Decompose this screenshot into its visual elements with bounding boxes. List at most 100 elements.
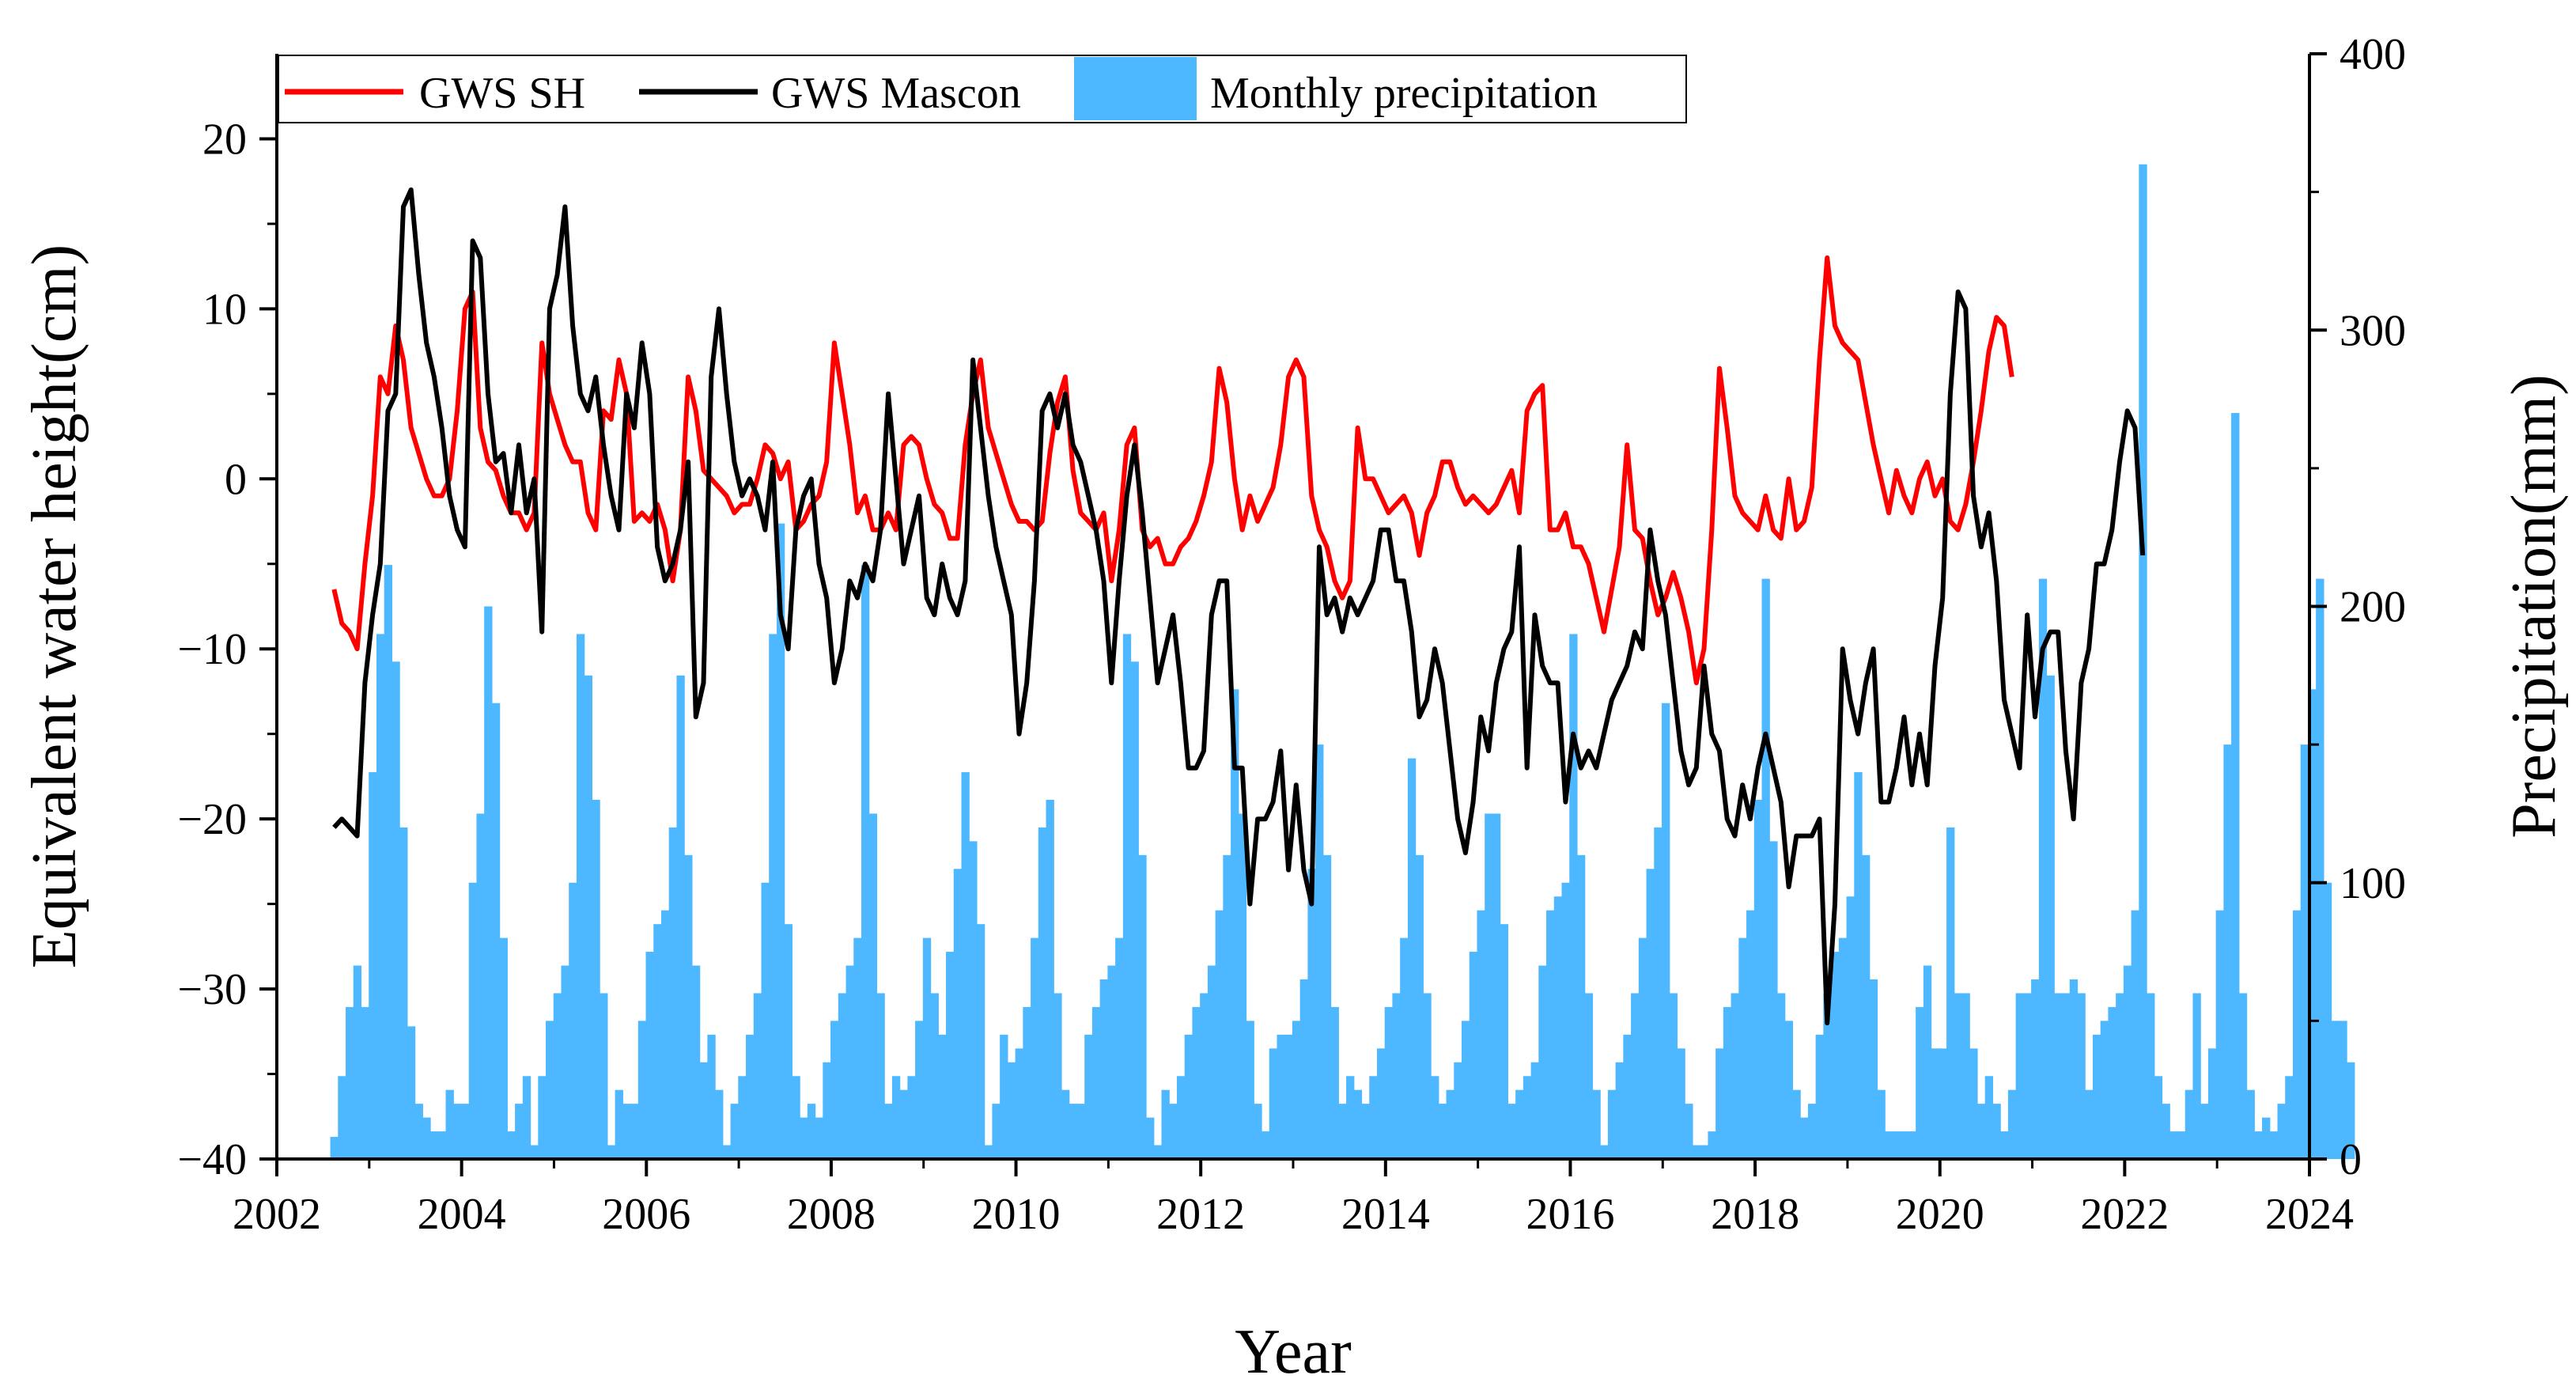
precip-bar	[1515, 1089, 1524, 1159]
precip-bar	[1776, 993, 1786, 1159]
precip-bar	[468, 882, 478, 1159]
y-left-tick-label: −40	[177, 1135, 247, 1184]
precip-bar	[1908, 1131, 1916, 1159]
y-right-tick-label: 0	[2340, 1135, 2362, 1184]
precip-bar	[1576, 854, 1586, 1159]
precip-bar	[984, 1145, 993, 1159]
precip-bar	[2116, 993, 2124, 1159]
y-right-tick-label: 100	[2340, 859, 2406, 908]
precip-bar	[1969, 1048, 1978, 1159]
precip-bar	[1015, 1048, 1023, 1159]
precip-bar	[868, 813, 878, 1159]
precip-bar	[1346, 1076, 1355, 1159]
precip-bar	[876, 993, 885, 1159]
precip-bar	[2238, 993, 2248, 1159]
precip-bar	[653, 924, 662, 1159]
precip-bar	[884, 1104, 893, 1159]
precip-bar	[338, 1076, 346, 1159]
precip-bar	[1462, 1021, 1470, 1160]
precip-bar	[1792, 1089, 1801, 1159]
precip-bar	[715, 1089, 724, 1159]
precip-bar	[515, 1104, 524, 1159]
precip-bar	[1376, 1048, 1386, 1159]
precip-bar	[1885, 1131, 1893, 1159]
precip-bar	[815, 1117, 823, 1159]
precip-bar	[2092, 1034, 2101, 1159]
precip-bar	[1262, 1131, 1270, 1159]
precip-bar	[769, 634, 777, 1159]
precip-bar	[1107, 965, 1116, 1159]
precip-bar	[1584, 993, 1594, 1159]
precip-bar	[1153, 1145, 1163, 1159]
precip-bar	[1423, 993, 1432, 1159]
precip-bar	[930, 993, 939, 1159]
precip-bar	[2200, 1104, 2209, 1159]
precip-bar	[823, 1062, 831, 1159]
precip-bar	[2147, 993, 2155, 1159]
precip-bar	[1415, 854, 1424, 1159]
precip-bar	[1569, 634, 1578, 1159]
precip-bar	[1192, 1006, 1201, 1159]
precip-bar	[2154, 1076, 2163, 1159]
precip-bar	[1831, 952, 1840, 1159]
precip-bar	[460, 1104, 470, 1159]
precip-bar	[2339, 1021, 2347, 1160]
precip-bar	[1530, 1062, 1539, 1159]
precip-bar	[684, 854, 693, 1159]
precip-bar	[1000, 1034, 1008, 1159]
x-tick-label: 2018	[1711, 1190, 1799, 1239]
precip-bar	[1753, 799, 1763, 1159]
precip-bar	[1284, 1034, 1293, 1159]
precip-bar	[1384, 1006, 1394, 1159]
precip-bar	[1823, 993, 1832, 1159]
precip-bar	[761, 882, 770, 1159]
precip-bar	[1031, 937, 1039, 1159]
precip-bar	[1400, 937, 1409, 1159]
precip-bar	[1215, 910, 1224, 1159]
precip-bar	[668, 827, 678, 1159]
precip-bar	[1992, 1104, 2001, 1159]
precip-bar	[1076, 1104, 1085, 1159]
precip-bar	[1115, 937, 1124, 1159]
precip-bar	[491, 703, 501, 1159]
precip-bar	[615, 1089, 623, 1159]
precip-bar	[430, 1131, 439, 1159]
x-tick-label: 2006	[602, 1190, 690, 1239]
precip-bar	[1815, 1034, 1824, 1159]
precip-bar	[969, 841, 978, 1159]
precip-bar	[2347, 1062, 2355, 1159]
precip-bar	[1892, 1131, 1901, 1159]
precip-bar	[1176, 1076, 1186, 1159]
precip-bar	[445, 1089, 454, 1159]
y-left-tick-label: −20	[177, 795, 247, 844]
precip-bar	[1500, 924, 1508, 1159]
precip-bar	[1669, 993, 1678, 1159]
precip-bar	[1207, 965, 1216, 1159]
precip-bar	[2192, 993, 2201, 1159]
precip-bar	[976, 924, 985, 1159]
precip-bar	[1607, 1089, 1617, 1159]
precip-bar	[691, 965, 701, 1159]
x-tick-label: 2024	[2265, 1190, 2354, 1239]
precip-bar	[414, 1104, 423, 1159]
precip-bar	[592, 799, 600, 1159]
precip-bar	[1916, 1006, 1924, 1159]
precip-bar	[2262, 1117, 2271, 1159]
precip-bar	[637, 1021, 647, 1160]
precip-bar	[2062, 993, 2071, 1159]
precip-bar	[1007, 1062, 1016, 1159]
precip-bar	[1169, 1104, 1178, 1159]
precip-bar	[369, 772, 377, 1159]
y-left-tick-label: 0	[225, 455, 247, 504]
precip-bar	[1292, 1021, 1301, 1160]
precip-bar	[2015, 993, 2024, 1159]
precip-bar	[499, 937, 508, 1159]
y-right-tick-label: 200	[2340, 583, 2406, 632]
y-left-tick-label: −10	[177, 625, 247, 674]
precip-bar	[1238, 813, 1247, 1159]
precip-bar	[630, 1104, 639, 1159]
precip-bar	[1954, 993, 1963, 1159]
precip-bar	[522, 1076, 531, 1159]
precip-bar	[330, 1137, 339, 1159]
